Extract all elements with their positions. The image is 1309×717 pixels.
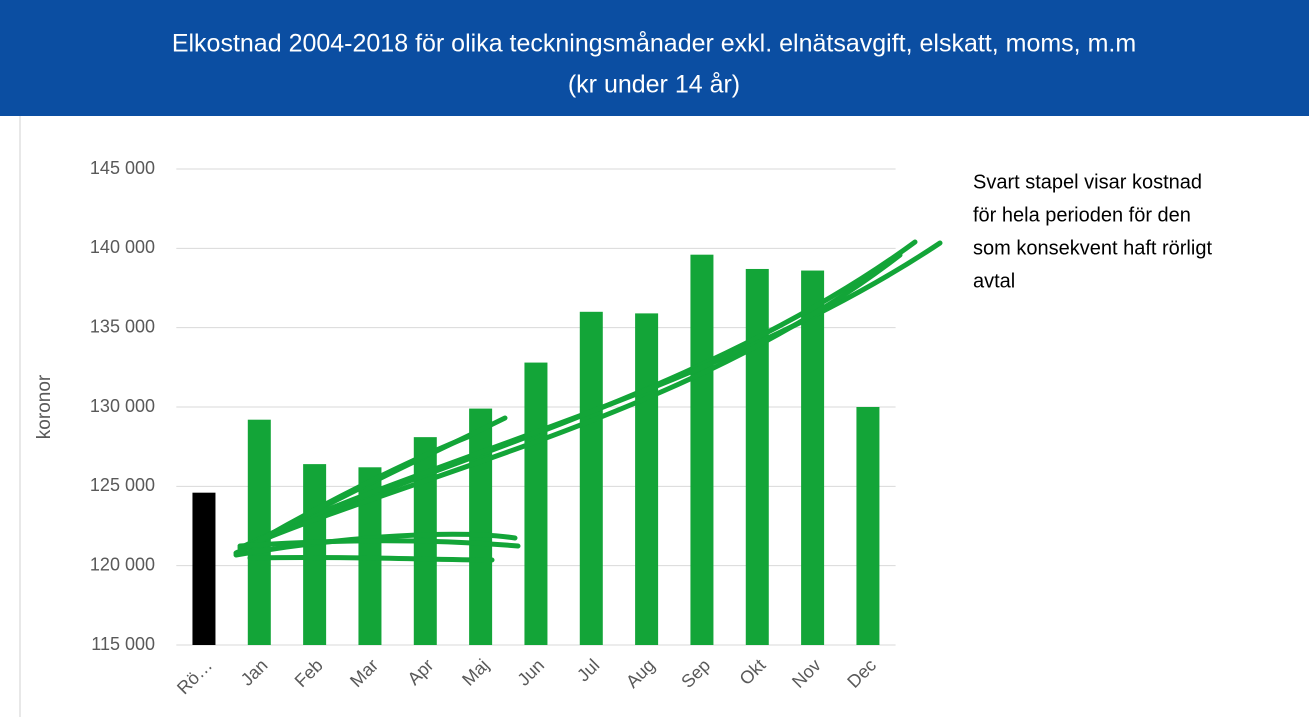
y-tick-label: 125 000 [90, 475, 155, 495]
bar [635, 313, 659, 645]
annotation-line: avtal [973, 270, 1015, 292]
y-tick-label: 145 000 [90, 158, 155, 178]
x-tick-label: Feb [291, 655, 327, 691]
x-tick-label: Jun [513, 655, 548, 690]
chart-subtitle: (kr under 14 år) [568, 71, 740, 99]
bar [745, 268, 769, 645]
scribble [247, 252, 903, 548]
x-tick-label: Nov [788, 655, 825, 692]
bar [247, 419, 271, 645]
y-axis-label: koronor [34, 374, 55, 439]
x-tick-label: Apr [404, 655, 438, 689]
bar [469, 408, 493, 645]
bar [856, 407, 880, 645]
y-tick-label: 135 000 [90, 316, 155, 336]
x-tick-label: Aug [622, 655, 659, 692]
scribble [233, 531, 518, 558]
y-tick-label: 120 000 [90, 554, 155, 574]
y-tick-label: 115 000 [91, 634, 155, 654]
plot: 115 000 120 000 125 000 130 000 135 000 140 0… [90, 158, 896, 698]
title-banner [0, 0, 1309, 116]
scribble [237, 538, 521, 549]
y-tick-label: 140 000 [90, 237, 155, 257]
scribble [247, 554, 495, 563]
scribbles [233, 239, 943, 563]
bar [303, 464, 327, 645]
annotation-line: för hela perioden för den [973, 204, 1191, 226]
x-tick-label: Jul [573, 655, 603, 685]
x-tick-label: Maj [458, 655, 493, 690]
x-tick-label: Jan [237, 655, 272, 690]
bar [192, 492, 216, 645]
bar [579, 311, 603, 645]
bar [524, 362, 548, 645]
annotation: Svart stapel visar kostnad för hela perio… [973, 171, 1212, 292]
x-tick-label: Dec [843, 655, 880, 692]
bar [801, 270, 825, 645]
scribble [257, 433, 473, 543]
annotation-line: som konsekvent haft rörligt [973, 237, 1212, 259]
x-tick-label: Sep [677, 655, 714, 692]
y-tick-label: 130 000 [90, 396, 155, 416]
chart-title: Elkostnad 2004-2018 för olika teckningsm… [172, 30, 1136, 58]
x-tick-label: Mar [346, 655, 382, 691]
x-tick-label: Rö… [173, 655, 216, 698]
annotation-line: Svart stapel visar kostnad [973, 171, 1202, 193]
x-tick-label: Okt [736, 655, 770, 689]
scribble [237, 240, 943, 551]
bar [690, 254, 714, 645]
